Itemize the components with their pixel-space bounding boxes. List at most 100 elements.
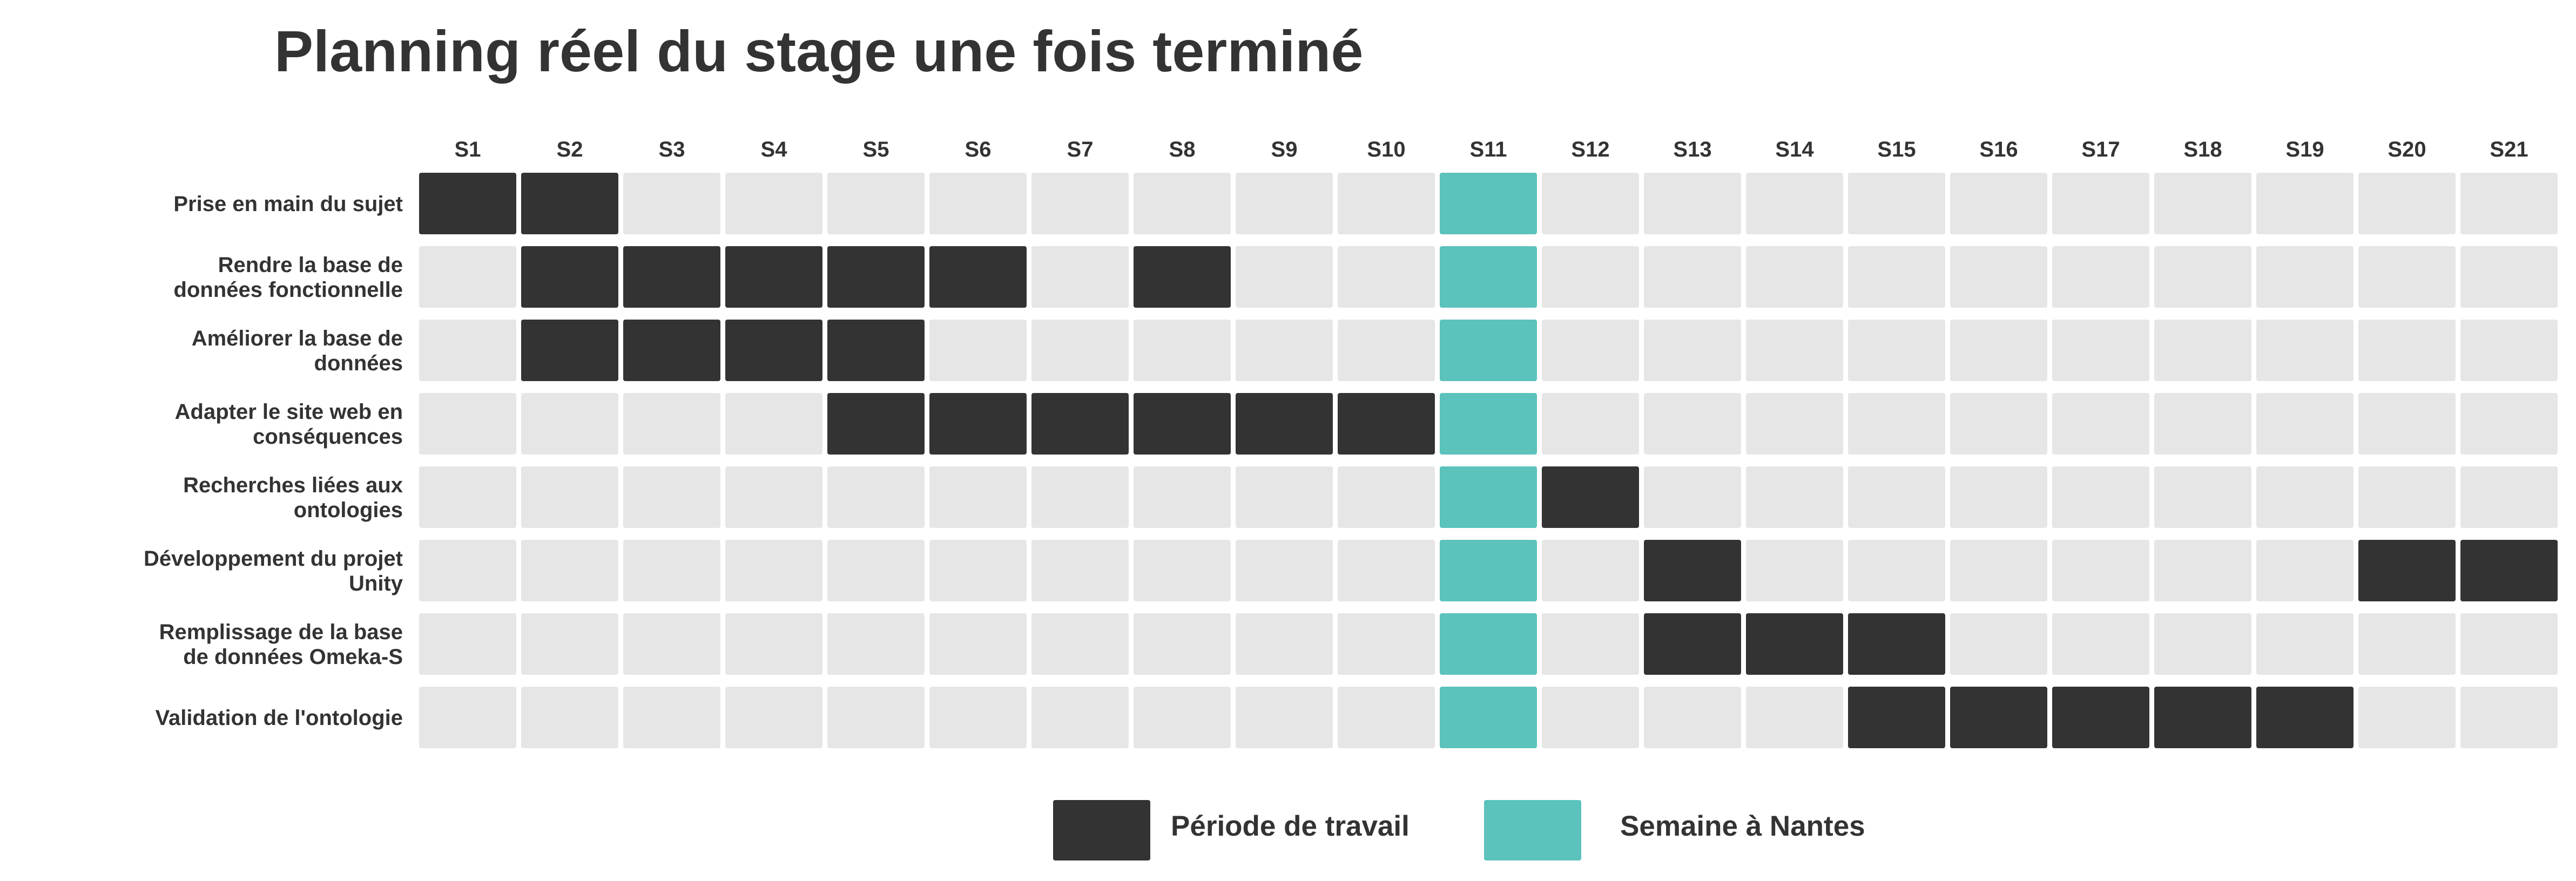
cell-empty-r8-s5 bbox=[827, 687, 925, 748]
cell-empty-r5-s13 bbox=[1644, 466, 1741, 528]
cell-work-r2-s8 bbox=[1134, 246, 1231, 308]
cell-work-r8-s16 bbox=[1950, 687, 2047, 748]
cell-empty-r6-s10 bbox=[1338, 540, 1435, 601]
cell-empty-r2-s7 bbox=[1031, 246, 1129, 308]
cell-empty-r5-s6 bbox=[929, 466, 1027, 528]
cell-work-r8-s15 bbox=[1848, 687, 1945, 748]
cell-empty-r3-s7 bbox=[1031, 320, 1129, 381]
cell-empty-r4-s21 bbox=[2460, 393, 2558, 455]
cell-empty-r5-s19 bbox=[2256, 466, 2354, 528]
cell-empty-r1-s18 bbox=[2154, 173, 2251, 234]
cell-work-r4-s9 bbox=[1236, 393, 1333, 455]
cell-empty-r7-s8 bbox=[1134, 613, 1231, 675]
cell-empty-r6-s3 bbox=[623, 540, 720, 601]
cell-work-r3-s2 bbox=[521, 320, 618, 381]
cell-empty-r3-s14 bbox=[1746, 320, 1843, 381]
task-label-1: Prise en main du sujet bbox=[173, 192, 403, 216]
cell-empty-r6-s1 bbox=[419, 540, 516, 601]
gantt-grid bbox=[419, 173, 2558, 748]
cell-empty-r6-s17 bbox=[2052, 540, 2149, 601]
cell-empty-r5-s17 bbox=[2052, 466, 2149, 528]
cell-work-r4-s8 bbox=[1134, 393, 1231, 455]
task-label-2: Rendre la base de bbox=[218, 253, 403, 277]
cell-empty-r5-s21 bbox=[2460, 466, 2558, 528]
cell-empty-r1-s5 bbox=[827, 173, 925, 234]
cell-work-r3-s5 bbox=[827, 320, 925, 381]
week-label-s19: S19 bbox=[2285, 138, 2324, 161]
cell-empty-r6-s19 bbox=[2256, 540, 2354, 601]
cell-empty-r2-s17 bbox=[2052, 246, 2149, 308]
cell-empty-r5-s18 bbox=[2154, 466, 2251, 528]
cell-empty-r1-s7 bbox=[1031, 173, 1129, 234]
cell-empty-r4-s19 bbox=[2256, 393, 2354, 455]
cell-empty-r6-s12 bbox=[1542, 540, 1639, 601]
cell-empty-r3-s15 bbox=[1848, 320, 1945, 381]
cell-empty-r2-s20 bbox=[2358, 246, 2456, 308]
legend-label-nantes: Semaine à Nantes bbox=[1620, 810, 1865, 842]
cell-empty-r7-s3 bbox=[623, 613, 720, 675]
week-label-s5: S5 bbox=[863, 138, 889, 161]
task-label-5: Recherches liées aux bbox=[183, 473, 403, 497]
cell-empty-r2-s19 bbox=[2256, 246, 2354, 308]
legend-swatch-work bbox=[1053, 800, 1150, 860]
cell-work-r2-s4 bbox=[725, 246, 822, 308]
week-label-s14: S14 bbox=[1775, 138, 1814, 161]
cell-work-r2-s3 bbox=[623, 246, 720, 308]
week-label-s16: S16 bbox=[1979, 138, 2018, 161]
cell-empty-r2-s18 bbox=[2154, 246, 2251, 308]
cell-empty-r5-s10 bbox=[1338, 466, 1435, 528]
cell-empty-r3-s17 bbox=[2052, 320, 2149, 381]
cell-work-r7-s15 bbox=[1848, 613, 1945, 675]
cell-empty-r2-s15 bbox=[1848, 246, 1945, 308]
cell-empty-r6-s8 bbox=[1134, 540, 1231, 601]
cell-nantes-r7-s11 bbox=[1440, 613, 1537, 675]
week-label-s2: S2 bbox=[557, 138, 583, 161]
cell-empty-r6-s16 bbox=[1950, 540, 2047, 601]
cell-empty-r4-s12 bbox=[1542, 393, 1639, 455]
cell-empty-r8-s10 bbox=[1338, 687, 1435, 748]
cell-work-r7-s13 bbox=[1644, 613, 1741, 675]
week-header: S1 S2 S3 S4 S5 S6 S7 S8 S9 S10 S11 S12 S13 S14 S15 S16 S… bbox=[455, 138, 2528, 161]
cell-work-r2-s2 bbox=[521, 246, 618, 308]
week-label-s17: S17 bbox=[2081, 138, 2120, 161]
cell-work-r3-s3 bbox=[623, 320, 720, 381]
cell-empty-r8-s13 bbox=[1644, 687, 1741, 748]
cell-work-r6-s20 bbox=[2358, 540, 2456, 601]
cell-empty-r3-s6 bbox=[929, 320, 1027, 381]
cell-empty-r1-s12 bbox=[1542, 173, 1639, 234]
cell-empty-r7-s19 bbox=[2256, 613, 2354, 675]
cell-empty-r8-s4 bbox=[725, 687, 822, 748]
cell-empty-r1-s3 bbox=[623, 173, 720, 234]
cell-empty-r6-s2 bbox=[521, 540, 618, 601]
cell-empty-r6-s5 bbox=[827, 540, 925, 601]
cell-empty-r7-s7 bbox=[1031, 613, 1129, 675]
cell-empty-r2-s12 bbox=[1542, 246, 1639, 308]
cell-empty-r7-s1 bbox=[419, 613, 516, 675]
cell-empty-r3-s16 bbox=[1950, 320, 2047, 381]
cell-empty-r1-s13 bbox=[1644, 173, 1741, 234]
week-label-s20: S20 bbox=[2388, 138, 2426, 161]
week-label-s13: S13 bbox=[1673, 138, 1711, 161]
week-label-s21: S21 bbox=[2490, 138, 2528, 161]
cell-empty-r2-s16 bbox=[1950, 246, 2047, 308]
cell-empty-r1-s14 bbox=[1746, 173, 1843, 234]
cell-work-r4-s10 bbox=[1338, 393, 1435, 455]
week-label-s4: S4 bbox=[761, 138, 788, 161]
cell-empty-r7-s18 bbox=[2154, 613, 2251, 675]
cell-work-r3-s4 bbox=[725, 320, 822, 381]
cell-empty-r8-s21 bbox=[2460, 687, 2558, 748]
cell-empty-r1-s6 bbox=[929, 173, 1027, 234]
cell-empty-r2-s9 bbox=[1236, 246, 1333, 308]
chart-title: Planning réel du stage une fois terminé bbox=[274, 18, 1364, 84]
cell-empty-r3-s9 bbox=[1236, 320, 1333, 381]
cell-empty-r4-s15 bbox=[1848, 393, 1945, 455]
cell-empty-r3-s10 bbox=[1338, 320, 1435, 381]
cell-nantes-r1-s11 bbox=[1440, 173, 1537, 234]
cell-work-r6-s21 bbox=[2460, 540, 2558, 601]
cell-empty-r2-s21 bbox=[2460, 246, 2558, 308]
week-label-s11: S11 bbox=[1470, 138, 1507, 161]
legend: Période de travail Semaine à Nantes bbox=[1053, 800, 1865, 860]
cell-empty-r7-s2 bbox=[521, 613, 618, 675]
cell-empty-r4-s3 bbox=[623, 393, 720, 455]
